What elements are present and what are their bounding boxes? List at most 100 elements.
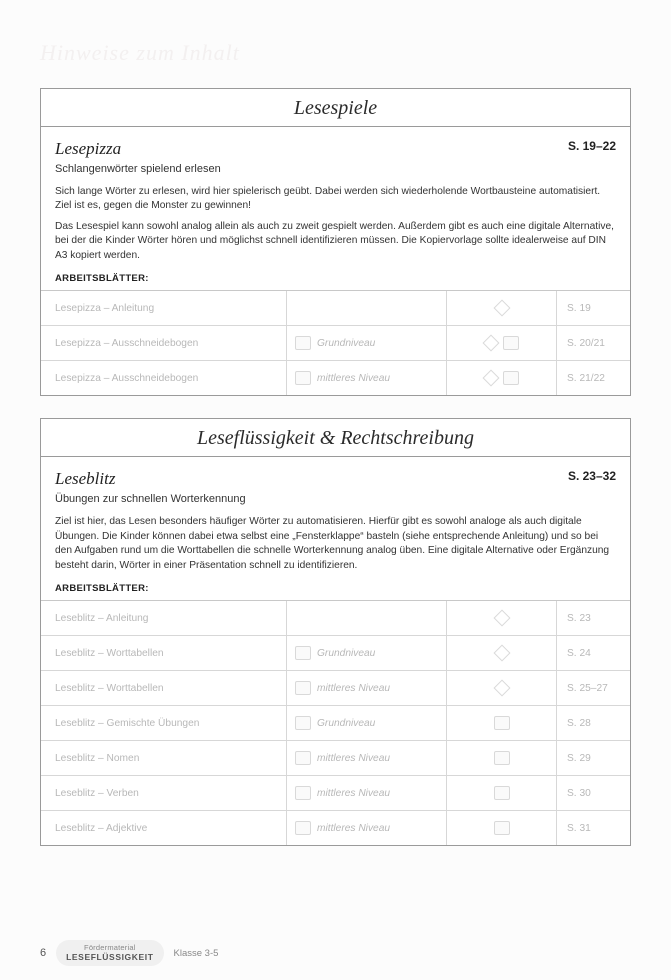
row-page: S. 31 (556, 811, 630, 845)
row-level: Grundniveau (286, 706, 446, 740)
row-level: mittleres Niveau (286, 361, 446, 395)
row-page: S. 24 (556, 636, 630, 670)
row-page: S. 21/22 (556, 361, 630, 395)
lesson-subtitle: Schlangenwörter spielend erlesen (55, 163, 616, 175)
row-level (286, 601, 446, 635)
row-name: Lesepizza – Ausschneidebogen (41, 373, 286, 384)
lesson-description: Ziel ist hier, das Lesen besonders häufi… (55, 515, 616, 573)
section-body: Leseblitz S. 23–32 Übungen zur schnellen… (41, 457, 630, 845)
row-icons (446, 671, 556, 705)
diamond-icon (493, 300, 510, 317)
row-name: Leseblitz – Adjektive (41, 823, 286, 834)
row-name: Leseblitz – Gemischte Übungen (41, 718, 286, 729)
row-level: Grundniveau (286, 636, 446, 670)
row-name: Leseblitz – Anleitung (41, 613, 286, 624)
row-icons (446, 811, 556, 845)
sheet-icon (494, 751, 510, 765)
worksheets-table: Leseblitz – Anleitung S. 23 Leseblitz – … (41, 600, 630, 845)
row-name: Leseblitz – Nomen (41, 753, 286, 764)
row-icons (446, 601, 556, 635)
diamond-icon (493, 680, 510, 697)
row-level: Grundniveau (286, 326, 446, 360)
row-icons (446, 361, 556, 395)
row-page: S. 29 (556, 741, 630, 775)
page-number: 6 (40, 947, 46, 959)
page-footer: 6 Fördermaterial LESEFLÜSSIGKEIT Klasse … (40, 940, 218, 966)
diamond-icon (482, 370, 499, 387)
footer-badge: Fördermaterial LESEFLÜSSIGKEIT (56, 940, 163, 966)
section-header-text: Lesespiele (294, 97, 377, 119)
row-name: Leseblitz – Worttabellen (41, 648, 286, 659)
row-level: mittleres Niveau (286, 741, 446, 775)
row-icons (446, 291, 556, 325)
sheet-icon (503, 336, 519, 350)
table-row: Lesepizza – Ausschneidebogen Grundniveau… (41, 326, 630, 361)
table-row: Leseblitz – Anleitung S. 23 (41, 601, 630, 636)
table-row: Lesepizza – Ausschneidebogen mittleres N… (41, 361, 630, 395)
lesson-pages: S. 23–32 (568, 469, 616, 483)
lesson-title: Lesepizza (55, 139, 121, 159)
book-icon (295, 786, 311, 800)
book-icon (295, 646, 311, 660)
row-icons (446, 776, 556, 810)
row-level: mittleres Niveau (286, 776, 446, 810)
row-icons (446, 706, 556, 740)
table-row: Lesepizza – Anleitung S. 19 (41, 291, 630, 326)
book-icon (295, 716, 311, 730)
row-page: S. 30 (556, 776, 630, 810)
table-row: Leseblitz – Nomen mittleres Niveau S. 29 (41, 741, 630, 776)
row-name: Leseblitz – Worttabellen (41, 683, 286, 694)
section-lesefluessigkeit: Leseflüssigkeit & Rechtschreibung Lesebl… (40, 418, 631, 846)
sheet-icon (494, 821, 510, 835)
worksheets-label: ARBEITSBLÄTTER: (55, 273, 616, 284)
lesson-subtitle: Übungen zur schnellen Worterkennung (55, 493, 616, 505)
section-lesespiele: Lesespiele Lesepizza S. 19–22 Schlangenw… (40, 88, 631, 396)
worksheets-label: ARBEITSBLÄTTER: (55, 583, 616, 594)
lesson-pages: S. 19–22 (568, 139, 616, 153)
row-name: Lesepizza – Anleitung (41, 303, 286, 314)
book-icon (295, 821, 311, 835)
row-level: mittleres Niveau (286, 811, 446, 845)
book-icon (295, 681, 311, 695)
table-row: Leseblitz – Adjektive mittleres Niveau S… (41, 811, 630, 845)
row-page: S. 28 (556, 706, 630, 740)
book-icon (295, 336, 311, 350)
row-icons (446, 741, 556, 775)
lesson-description: Sich lange Wörter zu erlesen, wird hier … (55, 185, 616, 263)
sheet-icon (503, 371, 519, 385)
row-icons (446, 636, 556, 670)
lesson-title: Leseblitz (55, 469, 115, 489)
worksheets-table: Lesepizza – Anleitung S. 19 Lesepizza – … (41, 290, 630, 395)
row-page: S. 19 (556, 291, 630, 325)
lesson-desc-p1: Sich lange Wörter zu erlesen, wird hier … (55, 185, 616, 214)
table-row: Leseblitz – Worttabellen Grundniveau S. … (41, 636, 630, 671)
book-icon (295, 751, 311, 765)
section-header: Leseflüssigkeit & Rechtschreibung (41, 419, 630, 457)
row-level (286, 291, 446, 325)
diamond-icon (493, 645, 510, 662)
row-page: S. 23 (556, 601, 630, 635)
lesson-desc-p1: Ziel ist hier, das Lesen besonders häufi… (55, 515, 616, 573)
table-row: Leseblitz – Verben mittleres Niveau S. 3… (41, 776, 630, 811)
diamond-icon (493, 610, 510, 627)
footer-grade: Klasse 3-5 (174, 948, 219, 959)
lesson-desc-p2: Das Lesespiel kann sowohl analog allein … (55, 220, 616, 263)
row-name: Lesepizza – Ausschneidebogen (41, 338, 286, 349)
diamond-icon (482, 335, 499, 352)
row-page: S. 25–27 (556, 671, 630, 705)
sheet-icon (494, 786, 510, 800)
table-row: Leseblitz – Worttabellen mittleres Nivea… (41, 671, 630, 706)
row-icons (446, 326, 556, 360)
book-icon (295, 371, 311, 385)
section-header-text: Leseflüssigkeit & Rechtschreibung (197, 427, 474, 449)
section-body: Lesepizza S. 19–22 Schlangenwörter spiel… (41, 127, 630, 395)
row-name: Leseblitz – Verben (41, 788, 286, 799)
section-header: Lesespiele (41, 89, 630, 127)
row-level: mittleres Niveau (286, 671, 446, 705)
table-row: Leseblitz – Gemischte Übungen Grundnivea… (41, 706, 630, 741)
row-page: S. 20/21 (556, 326, 630, 360)
page: Hinweise zum Inhalt Lesespiele Lesepizza… (0, 0, 671, 980)
sheet-icon (494, 716, 510, 730)
ghost-title: Hinweise zum Inhalt (40, 40, 631, 66)
footer-badge-line2: LESEFLÜSSIGKEIT (66, 953, 153, 962)
